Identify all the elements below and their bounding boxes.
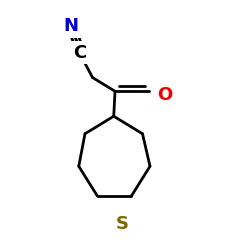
- Text: S: S: [116, 215, 129, 233]
- Text: C: C: [74, 44, 87, 62]
- Text: N: N: [64, 17, 79, 35]
- Text: O: O: [158, 86, 172, 104]
